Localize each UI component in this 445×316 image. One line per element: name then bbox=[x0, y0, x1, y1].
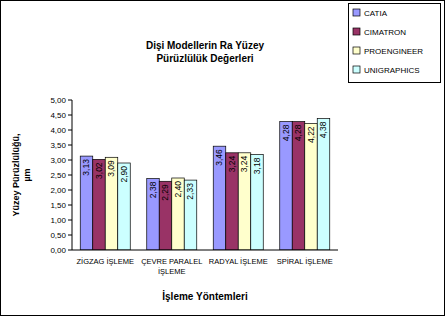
legend-swatch bbox=[353, 9, 360, 16]
y-tick-label: 4,50 bbox=[50, 111, 66, 120]
text-line: ZİGZAG İŞLEME bbox=[76, 257, 134, 266]
y-tick-label: 3,50 bbox=[50, 141, 66, 150]
bar bbox=[292, 122, 305, 250]
bar bbox=[159, 181, 172, 250]
text-line: Yüzey Pürüzlülüğü, bbox=[11, 133, 21, 216]
data-label: 4,28 bbox=[281, 124, 291, 141]
text-line: SPİRAL İŞLEME bbox=[277, 257, 333, 266]
y-tick-label: 3,00 bbox=[50, 156, 66, 165]
y-tick bbox=[68, 175, 72, 176]
bar bbox=[317, 119, 330, 250]
data-label: 3,18 bbox=[252, 157, 262, 174]
x-tick-label: SPİRAL İŞLEME bbox=[277, 257, 333, 266]
y-tick bbox=[68, 205, 72, 206]
y-tick-label: 2,00 bbox=[50, 186, 66, 195]
bar bbox=[305, 123, 318, 250]
text-line: Dişi Modellerin Ra Yüzey bbox=[146, 40, 265, 51]
y-tick-label: 2,50 bbox=[50, 171, 66, 180]
data-label: 2,29 bbox=[161, 184, 171, 201]
bar bbox=[147, 179, 160, 250]
legend-label: PROENGINEER bbox=[364, 47, 423, 56]
data-label: 3,46 bbox=[215, 149, 225, 166]
y-tick-label: 0,50 bbox=[50, 231, 66, 240]
text-line: ÇEVRE PARALEL bbox=[141, 257, 202, 266]
text-line: RADYAL İŞLEME bbox=[209, 257, 268, 266]
data-label: 4,22 bbox=[306, 126, 316, 143]
data-label: 3,24 bbox=[227, 156, 237, 173]
chart-frame bbox=[1, 1, 445, 316]
x-axis-label: İşleme Yöntemleri bbox=[162, 290, 248, 302]
bar bbox=[280, 122, 293, 250]
data-label: 2,90 bbox=[119, 166, 129, 183]
data-label: 3,09 bbox=[107, 160, 117, 177]
y-tick bbox=[68, 100, 72, 101]
x-tick-label: RADYAL İŞLEME bbox=[209, 257, 268, 266]
data-label: 4,38 bbox=[319, 121, 329, 138]
y-tick bbox=[68, 220, 72, 221]
y-tick bbox=[68, 235, 72, 236]
bar bbox=[118, 163, 131, 250]
data-label: 2,33 bbox=[186, 183, 196, 200]
bar bbox=[184, 180, 197, 250]
text-line: Pürüzlülük Değerleri bbox=[156, 53, 253, 64]
bars bbox=[80, 119, 330, 250]
y-tick-label: 0,00 bbox=[50, 246, 66, 255]
chart: Dişi Modellerin Ra Yüzey Pürüzlülük Değer… bbox=[0, 0, 445, 316]
y-tick-label: 5,00 bbox=[50, 96, 66, 105]
data-labels: 3,133,023,092,902,382,292,402,333,463,24… bbox=[82, 121, 329, 201]
y-axis bbox=[72, 100, 73, 250]
data-label: 2,38 bbox=[148, 181, 158, 198]
legend-label: CATIA bbox=[364, 9, 388, 18]
y-tick-label: 1,50 bbox=[50, 201, 66, 210]
legend-frame bbox=[349, 4, 441, 83]
y-tick bbox=[68, 190, 72, 191]
data-label: 3,13 bbox=[82, 159, 92, 176]
text-line: µm bbox=[22, 168, 32, 181]
y-tick-label: 1,00 bbox=[50, 216, 66, 225]
legend: CATIA CIMATRON PROENGINEER UNIGRAPHICS bbox=[349, 4, 441, 83]
x-tick-label: ZİGZAG İŞLEME bbox=[76, 257, 134, 266]
legend-swatch bbox=[353, 66, 360, 73]
bar bbox=[80, 156, 93, 250]
y-axis-label: Yüzey Pürüzlülüğü,µm bbox=[11, 133, 32, 216]
y-tick bbox=[68, 145, 72, 146]
bar bbox=[238, 153, 251, 250]
bar bbox=[213, 146, 226, 250]
legend-label: CIMATRON bbox=[364, 28, 406, 37]
text-line: İŞLEME bbox=[158, 267, 186, 276]
y-tick bbox=[68, 115, 72, 116]
chart-title: Dişi Modellerin Ra Yüzey Pürüzlülük Değer… bbox=[146, 40, 265, 64]
y-tick bbox=[68, 130, 72, 131]
data-label: 3,24 bbox=[240, 156, 250, 173]
y-tick bbox=[68, 160, 72, 161]
data-label: 3,02 bbox=[94, 162, 104, 179]
x-tick-label: ÇEVRE PARALELİŞLEME bbox=[141, 257, 202, 276]
bar bbox=[251, 155, 264, 250]
y-tick bbox=[68, 250, 72, 251]
legend-swatch bbox=[353, 28, 360, 35]
bar bbox=[93, 159, 106, 250]
data-label: 2,40 bbox=[173, 181, 183, 198]
legend-swatch bbox=[353, 47, 360, 54]
data-label: 4,28 bbox=[294, 124, 304, 141]
y-tick-label: 4,00 bbox=[50, 126, 66, 135]
bar bbox=[226, 153, 239, 250]
bar bbox=[105, 157, 118, 250]
bar bbox=[172, 178, 185, 250]
x-axis bbox=[72, 250, 338, 251]
legend-label: UNIGRAPHICS bbox=[364, 66, 420, 75]
